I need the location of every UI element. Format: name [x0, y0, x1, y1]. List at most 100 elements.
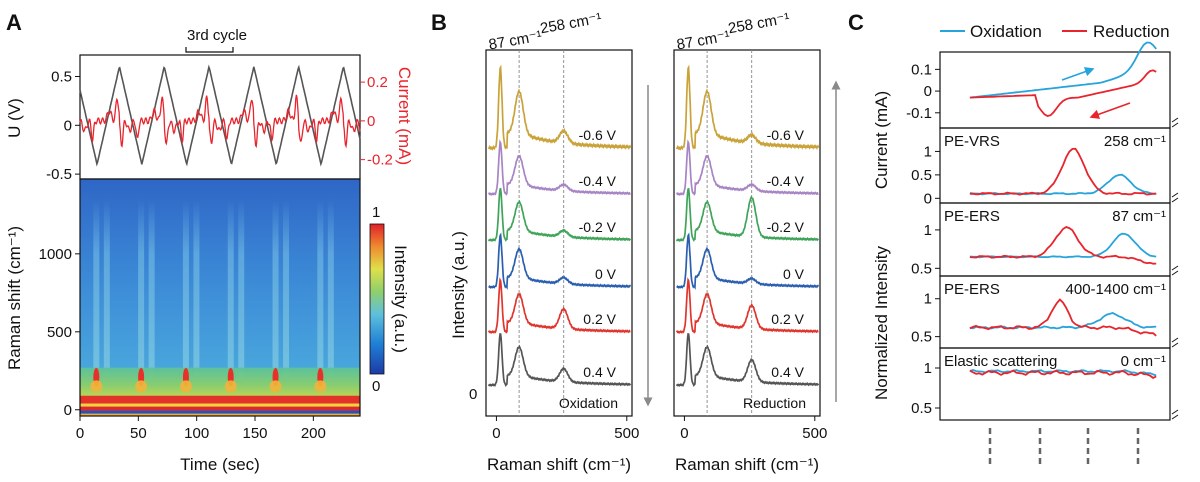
panel-c-y-tick-label: 0.5 [911, 329, 932, 346]
reduction-line [969, 298, 1157, 337]
heatmap-x-tick-label: 100 [184, 425, 209, 442]
heatmap-x-tick-label: 200 [301, 425, 326, 442]
heatmap-stripe [80, 410, 360, 414]
axis-break-mark [1171, 192, 1179, 203]
heatmap-frame [79, 178, 361, 417]
heatmap-y-axis-label: Raman shift (cm⁻¹) [5, 226, 24, 370]
spectrum-line [488, 232, 632, 290]
panel-c-y-tick-label: 0.5 [911, 167, 932, 184]
potential-label: -0.6 V [579, 127, 617, 143]
heatmap-x-tick-label: 0 [76, 425, 84, 442]
panel-c-subplot-right-label: 0 cm⁻¹ [1121, 353, 1166, 370]
spectra-x-tick-label: 500 [614, 425, 639, 442]
heatmap-streak [227, 199, 234, 379]
panel-c-subplot-right-label: 87 cm⁻¹ [1112, 208, 1166, 225]
heatmap-streak [327, 199, 334, 379]
spectra-frame [485, 49, 633, 417]
spectrum-line [675, 139, 819, 197]
reduction-line [969, 226, 1157, 265]
heatmap-streak [193, 199, 200, 379]
heatmap-hotspot [269, 380, 282, 393]
heatmap-ticks: 0 50 100 150 200 0 500 1000 [39, 246, 326, 442]
potential-label: 0.2 V [771, 311, 804, 327]
spectra-frame [673, 49, 821, 417]
oxidation-line [969, 41, 1157, 99]
legend: Oxidation Reduction [940, 22, 1170, 41]
potential-label: 0.4 V [583, 364, 616, 380]
heatmap-streak [238, 199, 245, 379]
spectrum-line [487, 277, 631, 334]
panel-a-top-ticks: 0.5 0 -0.5 0.2 0 -0.2 [46, 68, 393, 183]
heatmap-stripe [80, 403, 360, 407]
spectrum-line [676, 232, 820, 290]
raman-heatmap [80, 179, 360, 416]
reduction-line [969, 147, 1157, 196]
potential-label: -0.2 V [579, 219, 617, 235]
voltage-tick-label: 0.5 [51, 68, 72, 85]
voltage-series [79, 64, 361, 167]
spectra-x-tick-label: 500 [802, 425, 827, 442]
heatmap-hotspot [135, 380, 148, 393]
panel-c-y-tick-label: 0.5 [911, 400, 932, 417]
heatmap-streak [138, 199, 145, 379]
panel-c-subplot-label: PE-ERS [944, 281, 1000, 298]
spectrum-line [487, 139, 631, 197]
voltage-tick-label: 0 [64, 117, 72, 134]
panel-c-intensity-axis-label: Normalized Intensity [872, 246, 891, 401]
heatmap-band [80, 367, 360, 398]
panel-c-y-tick-label: 0 [924, 83, 932, 100]
spectra-mode-label: Oxidation [559, 395, 618, 411]
potential-label: -0.4 V [579, 173, 617, 189]
spectra-x-axis-label: Raman shift (cm⁻¹) [487, 455, 631, 474]
panel-c-subplot-label: PE-ERS [944, 208, 1000, 225]
heatmap-y-tick-label: 500 [47, 324, 72, 341]
panel-b-y-axis-label: Intensity (a.u.) [449, 231, 468, 339]
spectrum-line [675, 277, 819, 334]
panel-b-zero-label: 0 [469, 386, 477, 403]
panel-c-current-axis-label: Current (mA) [872, 91, 891, 189]
cycle-annotation: 3rd cycle [187, 27, 247, 44]
panel-c-y-tick-label: 1 [924, 222, 932, 239]
heatmap-hotspot [179, 380, 192, 393]
reduction-direction-arrow [1089, 102, 1131, 119]
heatmap-x-axis-label: Time (sec) [180, 455, 260, 474]
panel-c-subplot-label: Elastic scattering [944, 353, 1057, 370]
panel-c-y-tick-label: 1 [924, 143, 932, 160]
panel-c-frame [939, 51, 1171, 129]
panel-letter-c: C [848, 10, 864, 35]
heatmap-stripe [80, 395, 360, 404]
heatmap-streak [283, 199, 290, 379]
spectrum-line [487, 187, 632, 243]
legend-oxidation: Oxidation [970, 22, 1042, 41]
panel-c-subplot-right-label: 258 cm⁻¹ [1104, 133, 1166, 150]
panel-c-y-tick-label: 1 [924, 360, 932, 377]
panel-letter-a: A [6, 10, 22, 35]
spectrum-line [487, 332, 632, 388]
panel-c-y-tick-label: -0.1 [906, 105, 932, 122]
peak-label-258: 258 cm⁻¹ [539, 10, 603, 38]
axis-break-mark [1171, 337, 1179, 348]
spectrum-line [675, 332, 820, 388]
heatmap-stripe [80, 406, 360, 411]
potential-label: 0.4 V [771, 364, 804, 380]
peak-label-258: 258 cm⁻¹ [727, 10, 791, 38]
potential-label: 0.2 V [583, 311, 616, 327]
colorbar [369, 223, 385, 375]
potential-label: -0.2 V [767, 219, 805, 235]
panel-c-subplots: 0.1 0 -0.1 1 0.5 0 PE-VRS 258 cm⁻¹ 1 0.5 PE-ERS 87 … [906, 41, 1179, 464]
axis-break-mark [1171, 117, 1179, 128]
potential-label: -0.4 V [767, 173, 805, 189]
heatmap-stripe [80, 413, 360, 416]
panel-letter-b: B [431, 10, 447, 35]
heatmap-streak [317, 199, 324, 379]
panel-c-subplot-label: PE-VRS [944, 133, 1000, 150]
heatmap-x-tick-label: 150 [242, 425, 267, 442]
heatmap-hotspot [224, 380, 237, 393]
colorbar-tick-min: 0 [372, 378, 380, 395]
oxidation-line [969, 173, 1157, 196]
heatmap-y-tick-label: 0 [64, 402, 72, 419]
spectrum-line [675, 64, 820, 151]
spectra-x-axis-label: Raman shift (cm⁻¹) [675, 455, 819, 474]
